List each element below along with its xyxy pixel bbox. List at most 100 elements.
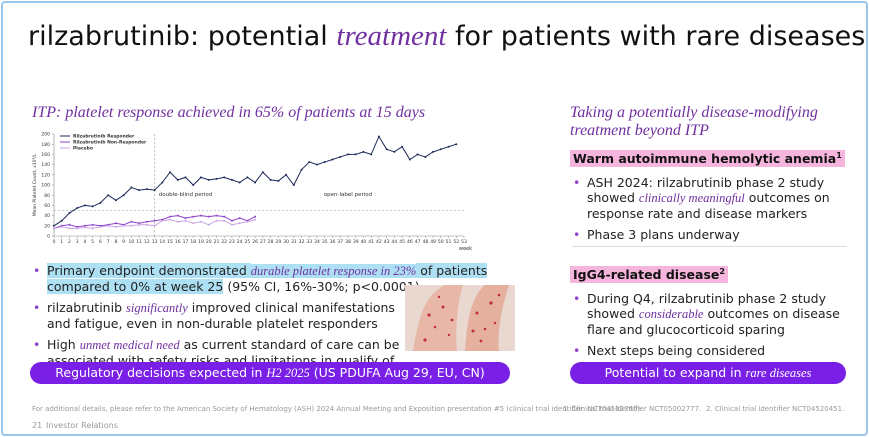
y-tick-label: 120: [41, 172, 50, 178]
footnote: For additional details, please refer to …: [32, 405, 643, 413]
bullet: Next steps being considered: [570, 343, 845, 358]
point: [122, 224, 125, 227]
point: [138, 189, 141, 192]
point: [68, 223, 71, 226]
x-tick-label: 43: [384, 239, 390, 245]
point: [277, 179, 280, 182]
x-tick-label: 22: [221, 239, 227, 245]
point: [184, 219, 187, 222]
footnote: 1. Clinical trial identifier NCT05002777…: [563, 405, 702, 413]
text-run: During Q4, rilzabrutinib phase 2 study s…: [587, 291, 826, 321]
point: [223, 219, 226, 222]
point: [60, 219, 63, 222]
point: [354, 153, 357, 156]
point: [424, 155, 427, 158]
left-button[interactable]: Regulatory decisions expected in H2 2025…: [30, 362, 510, 384]
text-run: Potential to expand in: [604, 365, 746, 380]
section-bullets: ASH 2024: rilzabrutinib phase 2 study sh…: [570, 175, 845, 242]
point: [91, 223, 94, 226]
text-run: rare diseases: [745, 366, 812, 380]
section-title: Warm autoimmune hemolytic anemia1: [570, 150, 845, 167]
right-button[interactable]: Potential to expand in rare diseases: [570, 362, 846, 384]
x-tick-label: 1: [60, 239, 63, 245]
x-tick-label: 5: [91, 239, 94, 245]
text-run: for patients with rare diseases: [446, 21, 866, 52]
point: [254, 181, 257, 184]
footnote-ref: 1: [836, 150, 842, 160]
point: [215, 177, 218, 180]
point: [254, 215, 257, 218]
point: [138, 222, 141, 225]
point: [91, 227, 94, 230]
x-tick-label: 40: [361, 239, 367, 245]
point: [53, 227, 55, 230]
point: [362, 150, 365, 153]
point: [285, 173, 288, 176]
text-run: Phase 3 plans underway: [587, 227, 740, 242]
point: [68, 227, 71, 230]
text-run: ASH 2024: rilzabrutinib phase 2 study sh…: [587, 175, 825, 205]
point: [145, 220, 148, 223]
point: [246, 220, 249, 223]
point: [238, 217, 241, 220]
point: [169, 215, 172, 218]
point: [401, 145, 404, 148]
point: [416, 153, 419, 156]
point: [176, 178, 179, 181]
x-tick-label: 29: [275, 239, 281, 245]
text-run: H2 2025: [266, 366, 310, 380]
point: [153, 219, 156, 222]
point: [76, 225, 79, 228]
point: [238, 181, 241, 184]
x-tick-label: 34: [314, 239, 320, 245]
point: [455, 143, 458, 146]
point: [99, 225, 102, 228]
point: [83, 224, 86, 227]
point: [377, 135, 380, 138]
point: [246, 176, 249, 179]
point: [145, 223, 148, 226]
point: [230, 178, 233, 181]
x-tick-label: 42: [376, 239, 382, 245]
point: [114, 225, 117, 228]
section: IgG4-related disease2 During Q4, rilzabru…: [570, 264, 845, 358]
x-tick-label: 49: [430, 239, 436, 245]
x-tick-label: 24: [237, 239, 243, 245]
section-title-text: Warm autoimmune hemolytic anemia: [573, 151, 837, 166]
point: [385, 148, 388, 151]
point: [346, 153, 349, 156]
section-title-text: IgG4-related disease: [573, 267, 720, 282]
point: [238, 222, 241, 225]
y-tick-label: 20: [44, 223, 50, 229]
text-run: (95% CI, 16%-30%; p<0.0001): [223, 279, 420, 294]
x-tick-label: 12: [144, 239, 150, 245]
point: [169, 218, 172, 221]
footnote: 2. Clinical trial identifier NCT04520451…: [706, 405, 845, 413]
point: [107, 194, 110, 197]
annotation: double-blind period: [159, 192, 213, 198]
y-tick-label: 40: [44, 213, 50, 219]
text-run: rilzabrutinib: potential: [28, 21, 337, 52]
point: [199, 220, 202, 223]
text-run: significantly: [125, 301, 188, 315]
x-tick-label: 38: [345, 239, 351, 245]
point: [308, 161, 311, 164]
x-tick-label: 21: [214, 239, 220, 245]
text-run: improved clinical manifestations and fat…: [47, 300, 395, 331]
footer-label: Investor Relations: [46, 421, 118, 430]
legend-label: Rilzabrutinib Non-Responder: [73, 140, 147, 146]
x-tick-label: 30: [283, 239, 289, 245]
x-tick-label: 14: [159, 239, 165, 245]
point: [199, 176, 202, 179]
section-bullets: During Q4, rilzabrutinib phase 2 study s…: [570, 291, 845, 358]
x-tick-label: 28: [268, 239, 274, 245]
x-tick-label: 32: [299, 239, 305, 245]
point: [192, 184, 195, 186]
point: [199, 214, 202, 217]
text-run: rilzabrutinib: [47, 300, 126, 315]
annotation: open-label period: [324, 192, 372, 198]
bullet: Phase 3 plans underway: [570, 227, 845, 242]
right-heading: Taking a potentially disease-modifying t…: [570, 104, 818, 139]
x-tick-label: 26: [252, 239, 258, 245]
point: [60, 225, 63, 228]
